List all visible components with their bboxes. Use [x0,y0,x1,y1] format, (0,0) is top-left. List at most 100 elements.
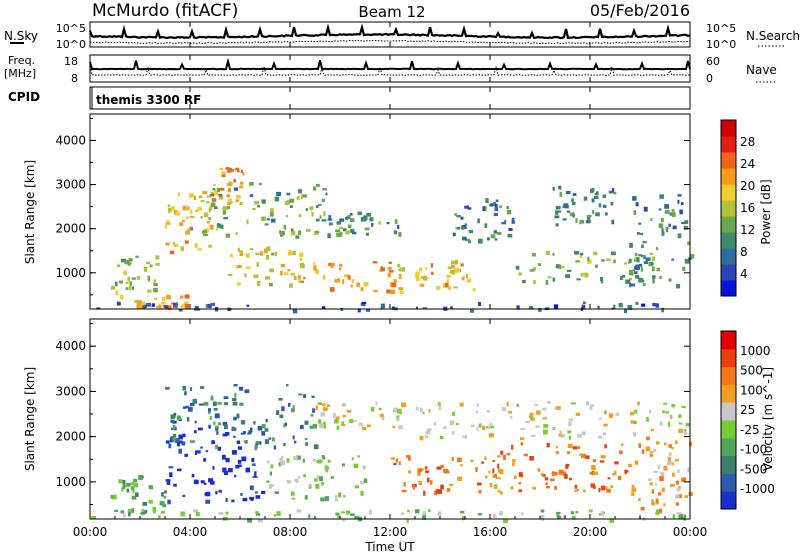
echo-cell [635,264,641,267]
echo-cell [638,443,642,448]
echo-cell [672,472,675,477]
echo-cell [530,417,535,421]
echo-cell [194,243,198,248]
echo-cell [350,284,353,288]
echo-cell [460,216,464,220]
colorbar-swatch [721,152,736,169]
echo-cell [622,275,626,278]
echo-cell [419,407,423,413]
cpid-text: themis 3300 RF [96,93,201,107]
echo-cell [625,279,631,284]
echo-cell [667,457,671,462]
echo-cell [603,423,608,427]
echo-cell [629,242,633,248]
echo-cell [485,426,490,429]
echo-cell [237,446,243,450]
echo-cell [184,303,189,309]
echo-cell [270,464,274,469]
echo-cell [233,474,237,478]
echo-cell [428,509,431,512]
echo-cell [161,297,166,302]
echo-cell [210,397,214,401]
echo-cell [152,303,155,307]
echo-cell [134,300,139,303]
echo-cell [440,465,445,468]
echo-cell [330,287,335,292]
echo-cell [187,228,190,233]
echo-cell [601,279,604,284]
echo-cell [240,432,246,435]
echo-cell [567,443,573,449]
echo-cell [422,307,428,310]
echo-cell [357,211,362,216]
echo-cell [542,474,546,477]
echo-cell [225,498,228,502]
echo-cell [511,219,515,224]
echo-cell [316,218,320,222]
echo-cell [554,215,560,219]
echo-cell [663,442,667,446]
echo-cell [570,402,576,405]
echo-cell [485,475,488,479]
echo-cell [655,511,660,515]
echo-cell [232,401,238,406]
echo-cell [236,194,241,199]
echo-cell [290,230,296,236]
echo-cell [202,191,208,195]
echo-cell [425,267,428,270]
echo-cell [204,492,210,496]
x-tick-label: 04:00 [173,525,208,539]
echo-cell [195,450,201,454]
echo-cell [430,263,434,268]
echo-cell [157,515,161,519]
echo-cell [588,509,593,513]
echo-cell [636,232,640,235]
echo-cell [257,205,260,208]
colorbar-tick-label: -100 [740,443,767,457]
echo-cell [393,279,397,283]
echo-cell [296,509,302,513]
colorbar-swatch [721,248,736,265]
echo-cell [661,228,664,232]
echo-cell [633,210,637,215]
echo-cell [465,238,471,242]
echo-cell [641,303,646,307]
echo-cell [235,232,238,235]
echo-cell [687,467,690,473]
echo-cell [210,191,214,195]
echo-cell [321,455,325,459]
echo-cell [654,483,658,486]
echo-cell [520,442,524,446]
echo-cell [475,467,478,473]
echo-cell [131,495,137,500]
echo-cell [126,262,132,265]
echo-cell [579,219,584,224]
echo-cell [552,253,555,256]
power-echoes [96,167,695,314]
echo-cell [231,499,235,503]
echo-cell [139,303,145,309]
echo-cell [91,516,97,520]
echo-cell [628,258,632,263]
echo-cell [121,487,124,492]
echo-cell [328,262,331,266]
echo-cell [477,218,480,224]
echo-cell [628,261,631,264]
echo-cell [437,402,441,406]
echo-cell [603,486,608,490]
echo-cell [115,290,119,296]
echo-cell [533,280,536,285]
echo-cell [110,494,114,499]
echo-cell [489,203,494,207]
echo-cell [443,426,447,430]
echo-cell [445,283,449,288]
echo-cell [641,449,645,454]
echo-cell [146,302,151,307]
echo-cell [298,393,303,396]
echo-cell [142,305,146,310]
echo-cell [300,263,305,269]
echo-cell [346,510,351,515]
echo-cell [203,402,209,406]
echo-cell [684,495,688,498]
